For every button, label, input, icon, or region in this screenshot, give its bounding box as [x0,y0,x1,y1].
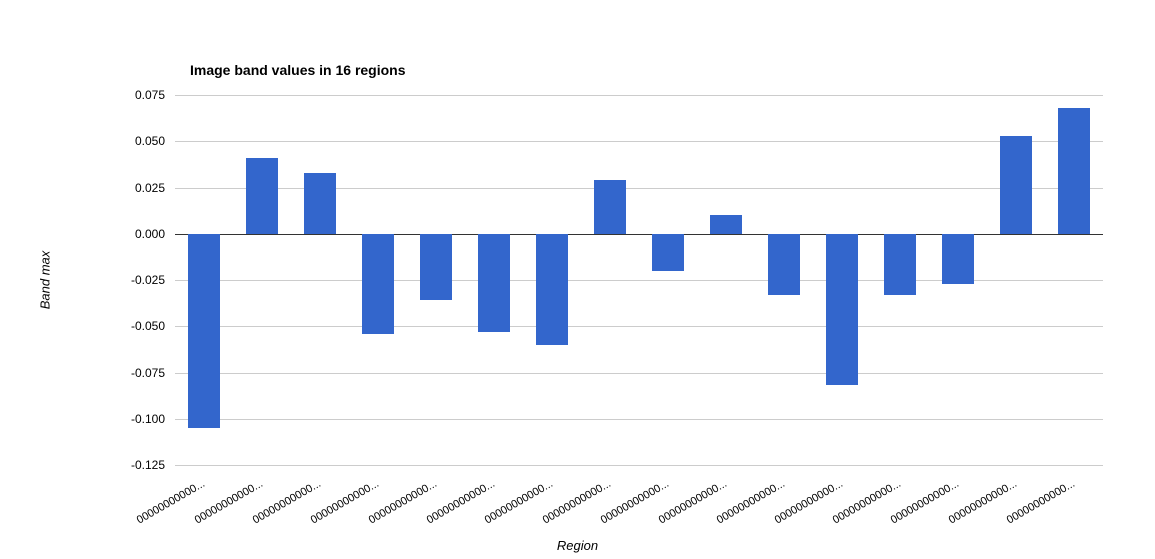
y-tick-label: -0.125 [131,458,175,472]
y-tick-label: 0.075 [135,88,175,102]
gridline [175,419,1103,420]
bar[interactable] [884,234,916,295]
y-tick-label: -0.050 [131,319,175,333]
chart-container: Image band values in 16 regions Band max… [0,0,1155,559]
y-axis-label: Band max [38,250,53,309]
gridline [175,141,1103,142]
chart-title: Image band values in 16 regions [190,62,406,78]
bar[interactable] [536,234,568,345]
y-tick-label: -0.100 [131,412,175,426]
y-tick-label: -0.025 [131,273,175,287]
y-tick-label: 0.000 [135,227,175,241]
bar[interactable] [362,234,394,334]
bar[interactable] [420,234,452,301]
gridline [175,326,1103,327]
bar[interactable] [768,234,800,295]
gridline [175,373,1103,374]
bar[interactable] [188,234,220,428]
bar[interactable] [1058,108,1090,234]
bar[interactable] [826,234,858,386]
gridline [175,95,1103,96]
bar[interactable] [246,158,278,234]
y-tick-label: -0.075 [131,366,175,380]
bar[interactable] [304,173,336,234]
bar[interactable] [1000,136,1032,234]
y-tick-label: 0.050 [135,134,175,148]
bar[interactable] [594,180,626,234]
bar[interactable] [652,234,684,271]
y-tick-label: 0.025 [135,181,175,195]
bar[interactable] [478,234,510,332]
bar[interactable] [710,215,742,234]
plot-area: -0.125-0.100-0.075-0.050-0.0250.0000.025… [175,95,1103,465]
gridline [175,465,1103,466]
bar[interactable] [942,234,974,284]
